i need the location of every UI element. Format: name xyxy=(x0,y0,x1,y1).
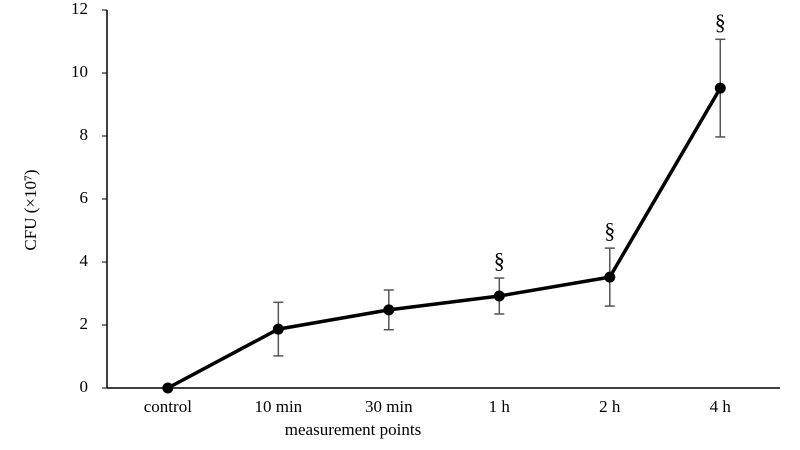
point xyxy=(714,82,726,94)
point xyxy=(604,271,616,283)
annotation: § xyxy=(715,9,726,34)
point xyxy=(383,304,395,316)
y-tick-label: 2 xyxy=(80,314,89,333)
y-tick-label: 6 xyxy=(80,188,89,207)
x-tick-label: 4 h xyxy=(710,397,732,416)
y-axis-label: CFU (×10⁷) xyxy=(21,169,40,250)
annotation: § xyxy=(604,218,615,243)
y-tick-label: 0 xyxy=(80,377,89,396)
y-tick-label: 4 xyxy=(80,251,89,270)
point xyxy=(272,323,284,335)
line xyxy=(167,87,722,390)
point xyxy=(162,382,174,394)
annotation: § xyxy=(494,248,505,273)
x-tick-label: 1 h xyxy=(489,397,511,416)
x-axis-label: measurement points xyxy=(285,420,421,439)
y-tick-label: 12 xyxy=(71,0,88,18)
y-tick-label: 8 xyxy=(80,125,89,144)
point xyxy=(493,290,505,302)
x-tick-label: 2 h xyxy=(599,397,621,416)
x-tick-label: control xyxy=(144,397,192,416)
y-tick-label: 10 xyxy=(71,62,88,81)
x-tick-label: 30 min xyxy=(365,397,413,416)
x-tick-label: 10 min xyxy=(254,397,302,416)
